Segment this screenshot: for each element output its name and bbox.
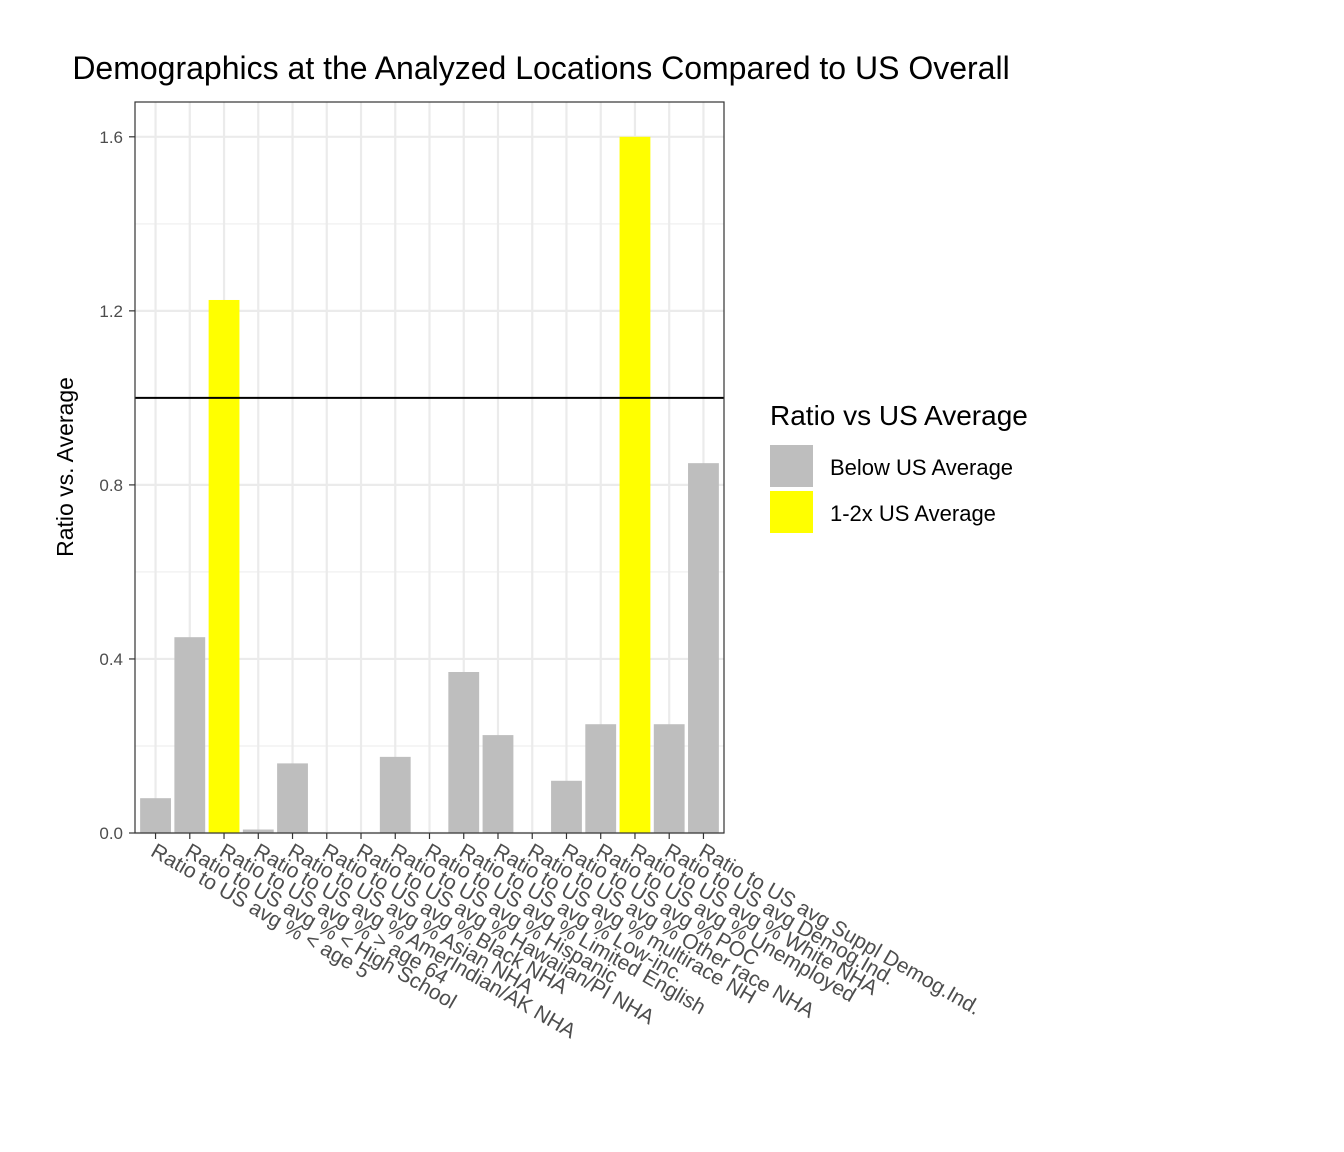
y-axis-ticks: 0.0 0.4 0.8 1.2 1.6	[99, 128, 135, 843]
legend: Ratio vs US Average Below US Average 1-2…	[770, 400, 1028, 533]
y-tick-label: 0.4	[99, 650, 123, 669]
chart-title: Demographics at the Analyzed Locations C…	[72, 50, 1009, 86]
bar	[653, 724, 685, 833]
bar	[688, 463, 719, 833]
bar	[174, 637, 206, 833]
bar	[277, 763, 308, 833]
bar	[482, 735, 514, 833]
bar	[585, 724, 617, 833]
y-tick-label: 0.0	[99, 824, 123, 843]
y-tick-label: 1.2	[99, 302, 123, 321]
y-tick-label: 0.8	[99, 476, 123, 495]
bar	[619, 136, 651, 834]
y-axis-title: Ratio vs. Average	[52, 377, 78, 557]
bar	[140, 798, 171, 833]
legend-key-below-us-average	[770, 445, 813, 487]
bar	[379, 756, 411, 833]
bars	[140, 136, 719, 834]
legend-label-below-us-average: Below US Average	[830, 455, 1013, 480]
bar	[242, 829, 274, 833]
bar	[208, 299, 240, 834]
legend-key-1-2x-us-average	[770, 491, 813, 533]
legend-title: Ratio vs US Average	[770, 400, 1028, 431]
bar	[551, 780, 582, 833]
bar	[448, 672, 480, 833]
legend-label-1-2x-us-average: 1-2x US Average	[830, 501, 996, 526]
y-tick-label: 1.6	[99, 128, 123, 147]
